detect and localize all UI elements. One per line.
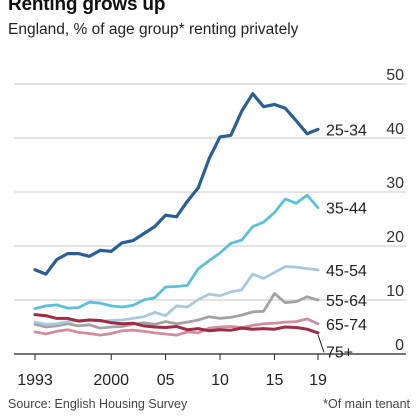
y-axis-labels: 0 10 20 30 40 50 — [386, 67, 404, 354]
series-label-55-64: 55-64 — [326, 293, 367, 310]
series-label-65-74: 65-74 — [326, 317, 367, 334]
series-line-25-34 — [33, 92, 320, 276]
series-line-75+ — [33, 313, 320, 335]
series-label-75+: 75+ — [326, 344, 353, 361]
series-lines — [33, 92, 320, 337]
source-note: Source: English Housing Survey — [8, 397, 188, 411]
y-tick-label: 30 — [386, 175, 404, 192]
y-tick-label: 40 — [386, 121, 404, 138]
chart-title: Renting grows up — [8, 0, 166, 15]
chart-subtitle: England, % of age group* renting private… — [8, 21, 299, 38]
gridlines — [14, 83, 406, 355]
series-labels: 25-34 35-44 45-54 55-64 65-74 75+ — [317, 122, 367, 361]
series-label-35-44: 35-44 — [326, 201, 367, 218]
y-tick-label: 10 — [386, 283, 404, 300]
x-tick-label: 10 — [211, 372, 229, 389]
series-line-65-74 — [33, 317, 320, 337]
x-axis: 1993 2000 05 10 15 19 — [17, 354, 327, 389]
footnote: *Of main tenant — [323, 397, 410, 411]
y-tick-label: 0 — [395, 337, 404, 354]
y-tick-label: 20 — [386, 229, 404, 246]
x-tick-label: 19 — [309, 372, 327, 389]
x-tick-label: 05 — [157, 372, 175, 389]
x-tick-label: 15 — [266, 372, 284, 389]
x-tick-label: 1993 — [17, 372, 53, 389]
series-line-55-64 — [33, 292, 320, 330]
series-line-35-44 — [33, 193, 320, 311]
series-label-45-54: 45-54 — [326, 263, 367, 280]
label-leader-line — [317, 334, 325, 353]
x-tick-label: 2000 — [93, 372, 129, 389]
series-label-25-34: 25-34 — [326, 122, 367, 139]
y-tick-label: 50 — [386, 67, 404, 84]
